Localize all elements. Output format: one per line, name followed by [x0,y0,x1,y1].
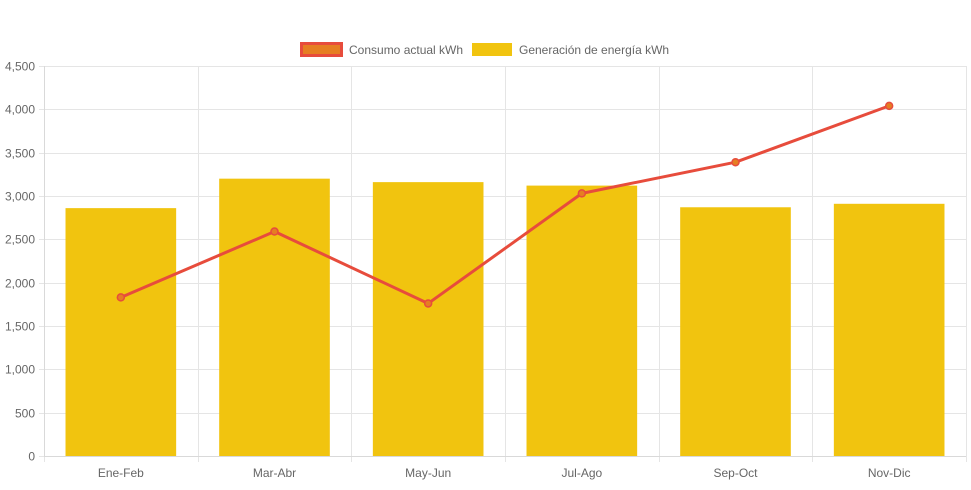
point-nov-dic[interactable] [884,101,894,111]
y-tick-label: 4,500 [5,60,35,74]
point-may-jun[interactable] [423,299,433,308]
bar-nov-dic[interactable] [833,203,945,456]
gridlines [39,66,967,462]
legend-label-consumo: Consumo actual kWh [349,43,463,57]
point-sep-oct[interactable] [731,157,740,167]
x-tick-label: Jul-Ago [561,466,602,480]
legend-item-generacion[interactable]: Generación de energía kWh [472,43,669,57]
line-consumo [120,104,890,305]
x-tick-label: Nov-Dic [868,466,911,480]
legend: Consumo actual kWh Generación de energía… [300,42,669,57]
y-tick-label: 2,500 [5,233,35,247]
bar-series-generacion [65,178,945,456]
legend-swatch-generacion [472,43,512,56]
y-tick-label: 1,000 [5,363,35,377]
x-axis: Ene-Feb Mar-Abr May-Jun Jul-Ago Sep-Oct Nov-D… [44,456,966,480]
x-tick-label: Ene-Feb [98,466,144,480]
y-axis: 0 500 1,000 1,500 2,000 2,500 3,000 3,500 4,000 4… [5,60,45,464]
bar-jul-ago[interactable] [526,185,638,456]
point-ene-feb[interactable] [116,293,126,302]
legend-label-generacion: Generación de energía kWh [519,43,669,57]
bar-mar-abr[interactable] [219,178,330,456]
y-tick-label: 0 [28,450,35,464]
line-series-consumo [116,101,894,308]
y-tick-label: 4,000 [5,103,35,117]
y-tick-label: 3,500 [5,147,35,161]
x-tick-label: Sep-Oct [713,466,758,480]
point-jul-ago[interactable] [577,189,587,198]
legend-item-consumo[interactable]: Consumo actual kWh [300,42,464,57]
bar-may-jun[interactable] [372,182,484,456]
bar-ene-feb[interactable] [65,208,177,456]
y-tick-label: 1,500 [5,320,35,334]
y-tick-label: 3,000 [5,190,35,204]
x-tick-label: Mar-Abr [253,466,296,480]
point-mar-abr[interactable] [270,227,279,236]
y-tick-label: 2,000 [5,277,35,291]
x-tick-label: May-Jun [405,466,451,480]
y-tick-label: 500 [15,407,35,421]
legend-swatch-consumo [300,42,343,57]
bar-sep-oct[interactable] [680,207,791,456]
